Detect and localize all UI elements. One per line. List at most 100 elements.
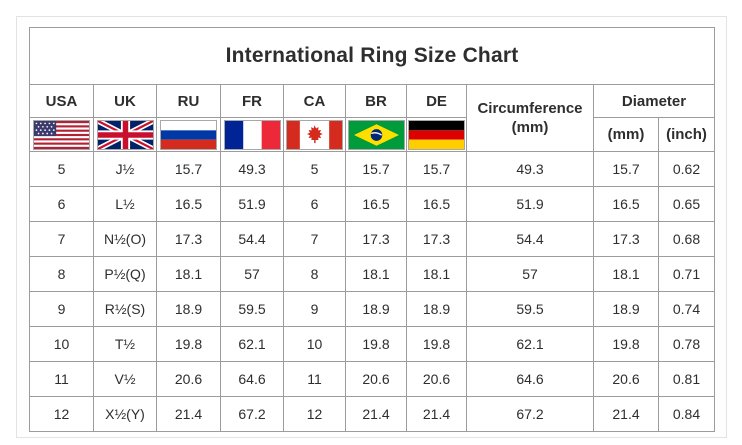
- cell-circumference: 49.3: [466, 151, 594, 187]
- title-row: International Ring Size Chart: [29, 27, 715, 85]
- cell-uk: J½: [93, 151, 157, 187]
- cell-fr: 64.6: [220, 361, 284, 397]
- cell-de: 18.1: [406, 256, 467, 292]
- col-header-uk: UK: [93, 84, 157, 118]
- cell-uk: R½(S): [93, 291, 157, 327]
- country-header-row: USA UK RU FR CA BR DE Circumference (mm)…: [29, 84, 715, 152]
- col-header-ru: RU: [156, 84, 221, 118]
- cell-diameter-mm: 18.9: [593, 291, 659, 327]
- table-row: 10 T½ 19.8 62.1 10 19.8 19.8 62.1 19.8 0…: [29, 326, 715, 362]
- col-header-usa: USA: [29, 84, 94, 118]
- cell-diameter-inch: 0.81: [658, 361, 715, 397]
- russia-flag-icon: [160, 119, 217, 150]
- circumference-label: Circumference: [477, 99, 583, 117]
- cell-br: 21.4: [345, 396, 407, 432]
- germany-flag-icon: [408, 119, 465, 150]
- cell-fr: 49.3: [220, 151, 284, 187]
- col-header-diameter-inch: (inch): [658, 117, 715, 152]
- cell-uk: P½(Q): [93, 256, 157, 292]
- cell-diameter-mm: 21.4: [593, 396, 659, 432]
- cell-ca: 7: [283, 221, 346, 257]
- cell-de: 17.3: [406, 221, 467, 257]
- cell-br: 19.8: [345, 326, 407, 362]
- cell-usa: 10: [29, 326, 94, 362]
- cell-ca: 6: [283, 186, 346, 222]
- cell-diameter-mm: 15.7: [593, 151, 659, 187]
- cell-uk: N½(O): [93, 221, 157, 257]
- cell-diameter-inch: 0.65: [658, 186, 715, 222]
- size-rows: 5 J½ 15.7 49.3 5 15.7 15.7 49.3 15.7 0.6…: [29, 151, 715, 432]
- cell-usa: 11: [29, 361, 94, 397]
- cell-diameter-inch: 0.62: [658, 151, 715, 187]
- cell-circumference: 59.5: [466, 291, 594, 327]
- flag-cell-uk: [93, 117, 157, 152]
- cell-usa: 7: [29, 221, 94, 257]
- cell-de: 18.9: [406, 291, 467, 327]
- cell-usa: 8: [29, 256, 94, 292]
- cell-ru: 21.4: [156, 396, 221, 432]
- flag-cell-usa: [29, 117, 94, 152]
- cell-de: 16.5: [406, 186, 467, 222]
- table-row: 5 J½ 15.7 49.3 5 15.7 15.7 49.3 15.7 0.6…: [29, 151, 715, 187]
- cell-de: 15.7: [406, 151, 467, 187]
- cell-ca: 11: [283, 361, 346, 397]
- cell-ca: 9: [283, 291, 346, 327]
- uk-flag-icon: [96, 119, 154, 150]
- canada-flag-icon: [286, 119, 343, 150]
- cell-diameter-mm: 16.5: [593, 186, 659, 222]
- circumference-unit: (mm): [511, 119, 549, 136]
- col-header-circumference: Circumference (mm): [466, 84, 594, 152]
- cell-br: 17.3: [345, 221, 407, 257]
- usa-flag-icon: [33, 119, 90, 150]
- cell-ca: 10: [283, 326, 346, 362]
- cell-fr: 57: [220, 256, 284, 292]
- cell-br: 16.5: [345, 186, 407, 222]
- cell-circumference: 57: [466, 256, 594, 292]
- cell-ru: 18.9: [156, 291, 221, 327]
- cell-br: 15.7: [345, 151, 407, 187]
- cell-fr: 62.1: [220, 326, 284, 362]
- table-row: 9 R½(S) 18.9 59.5 9 18.9 18.9 59.5 18.9 …: [29, 291, 715, 327]
- page-title: International Ring Size Chart: [29, 27, 715, 85]
- cell-diameter-mm: 18.1: [593, 256, 659, 292]
- cell-ru: 20.6: [156, 361, 221, 397]
- col-header-fr: FR: [220, 84, 284, 118]
- flag-cell-russia: [156, 117, 221, 152]
- cell-de: 21.4: [406, 396, 467, 432]
- cell-de: 20.6: [406, 361, 467, 397]
- france-flag-icon: [223, 119, 281, 150]
- cell-circumference: 54.4: [466, 221, 594, 257]
- col-header-de: DE: [406, 84, 467, 118]
- cell-ru: 17.3: [156, 221, 221, 257]
- cell-circumference: 62.1: [466, 326, 594, 362]
- cell-br: 18.1: [345, 256, 407, 292]
- col-header-br: BR: [345, 84, 407, 118]
- cell-circumference: 51.9: [466, 186, 594, 222]
- flag-cell-france: [220, 117, 284, 152]
- cell-circumference: 64.6: [466, 361, 594, 397]
- col-header-ca: CA: [283, 84, 346, 118]
- cell-circumference: 67.2: [466, 396, 594, 432]
- cell-uk: T½: [93, 326, 157, 362]
- cell-usa: 5: [29, 151, 94, 187]
- cell-fr: 54.4: [220, 221, 284, 257]
- cell-ca: 8: [283, 256, 346, 292]
- cell-fr: 59.5: [220, 291, 284, 327]
- cell-br: 20.6: [345, 361, 407, 397]
- cell-uk: V½: [93, 361, 157, 397]
- flag-cell-brazil: [345, 117, 407, 152]
- cell-ru: 15.7: [156, 151, 221, 187]
- ring-size-chart-table: International Ring Size Chart USA UK RU …: [29, 27, 715, 432]
- flag-cell-canada: [283, 117, 346, 152]
- cell-fr: 67.2: [220, 396, 284, 432]
- flag-cell-germany: [406, 117, 467, 152]
- cell-ca: 12: [283, 396, 346, 432]
- brazil-flag-icon: [347, 119, 405, 150]
- table-row: 11 V½ 20.6 64.6 11 20.6 20.6 64.6 20.6 0…: [29, 361, 715, 397]
- table-row: 6 L½ 16.5 51.9 6 16.5 16.5 51.9 16.5 0.6…: [29, 186, 715, 222]
- cell-uk: X½(Y): [93, 396, 157, 432]
- cell-ca: 5: [283, 151, 346, 187]
- table-row: 12 X½(Y) 21.4 67.2 12 21.4 21.4 67.2 21.…: [29, 396, 715, 432]
- col-header-diameter: Diameter: [593, 84, 715, 118]
- cell-br: 18.9: [345, 291, 407, 327]
